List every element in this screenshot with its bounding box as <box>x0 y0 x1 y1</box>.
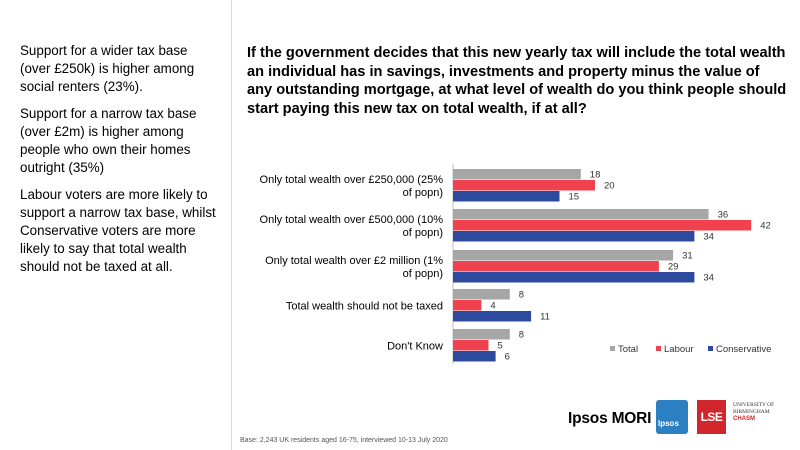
bar-total <box>453 209 709 220</box>
bar-chart: Only total wealth over £250,000 (25%of p… <box>260 164 771 364</box>
bar-total <box>453 329 510 340</box>
data-label: 31 <box>682 251 693 262</box>
bar-conservative <box>453 231 695 242</box>
bar-conservative <box>453 351 496 362</box>
category-label: Total wealth should not be taxed <box>286 300 443 312</box>
bar-conservative <box>453 191 560 202</box>
data-label: 6 <box>505 352 510 363</box>
bar-labour <box>453 300 482 311</box>
base-note: Base: 2,243 UK residents aged 16-75, int… <box>240 437 448 444</box>
legend-swatch-conservative <box>708 346 713 351</box>
data-label: 18 <box>590 170 601 181</box>
bar-conservative <box>453 311 532 322</box>
data-label: 15 <box>569 192 580 203</box>
bar-labour <box>453 220 752 231</box>
data-label: 34 <box>703 273 714 284</box>
ipsos-logo-text: Ipsos <box>658 419 679 428</box>
data-label: 4 <box>490 301 495 312</box>
data-label: 8 <box>519 290 524 301</box>
data-label: 20 <box>604 181 615 192</box>
data-label: 29 <box>668 262 679 273</box>
sidebar-paragraph-3: Labour voters are more likely to support… <box>20 187 216 274</box>
sidebar-paragraph-1: Support for a wider tax base (over £250k… <box>20 43 195 94</box>
bar-labour <box>453 340 489 351</box>
category-label: of popn) <box>403 227 443 239</box>
category-label: Don't Know <box>387 340 443 352</box>
chasm-logo: CHASM <box>733 416 755 422</box>
category-label: Only total wealth over £250,000 (25% <box>260 174 444 186</box>
bar-total <box>453 289 510 300</box>
sidebar-paragraph-2: Support for a narrow tax base (over £2m)… <box>20 106 197 175</box>
ipsos-logo: Ipsos <box>656 400 688 434</box>
chart-question: If the government decides that this new … <box>247 45 787 117</box>
category-label: Only total wealth over £500,000 (10% <box>260 214 444 226</box>
category-label: Only total wealth over £2 million (1% <box>265 255 443 267</box>
lse-logo: LSE <box>697 400 726 434</box>
data-label: 5 <box>498 341 503 352</box>
category-label: of popn) <box>403 268 443 280</box>
uob-line-2: BIRMINGHAM <box>733 409 770 415</box>
category-label: of popn) <box>403 187 443 199</box>
ipsos-mori-logo: Ipsos MORI <box>568 410 652 427</box>
sidebar-text: Support for a wider tax base (over £250k… <box>20 42 216 285</box>
sidebar-divider <box>231 0 232 450</box>
data-label: 11 <box>540 312 550 323</box>
bar-labour <box>453 261 659 272</box>
bar-total <box>453 169 581 180</box>
data-label: 42 <box>760 221 771 232</box>
data-label: 36 <box>718 210 729 221</box>
legend-entry-conservative: Conservative <box>716 344 771 355</box>
uob-line-1: UNIVERSITY OF <box>733 402 775 408</box>
university-of-birmingham-logo: UNIVERSITY OF BIRMINGHAM CHASM <box>733 402 793 423</box>
legend-entry-labour: Labour <box>664 344 694 355</box>
bar-labour <box>453 180 595 191</box>
legend-swatch-labour <box>656 346 661 351</box>
data-label: 8 <box>519 330 524 341</box>
legend-swatch-total <box>610 346 615 351</box>
bar-conservative <box>453 272 695 283</box>
legend-entry-total: Total <box>618 344 638 355</box>
bar-total <box>453 250 674 261</box>
data-label: 34 <box>703 232 714 243</box>
sidebar: Support for a wider tax base (over £250k… <box>0 0 231 450</box>
